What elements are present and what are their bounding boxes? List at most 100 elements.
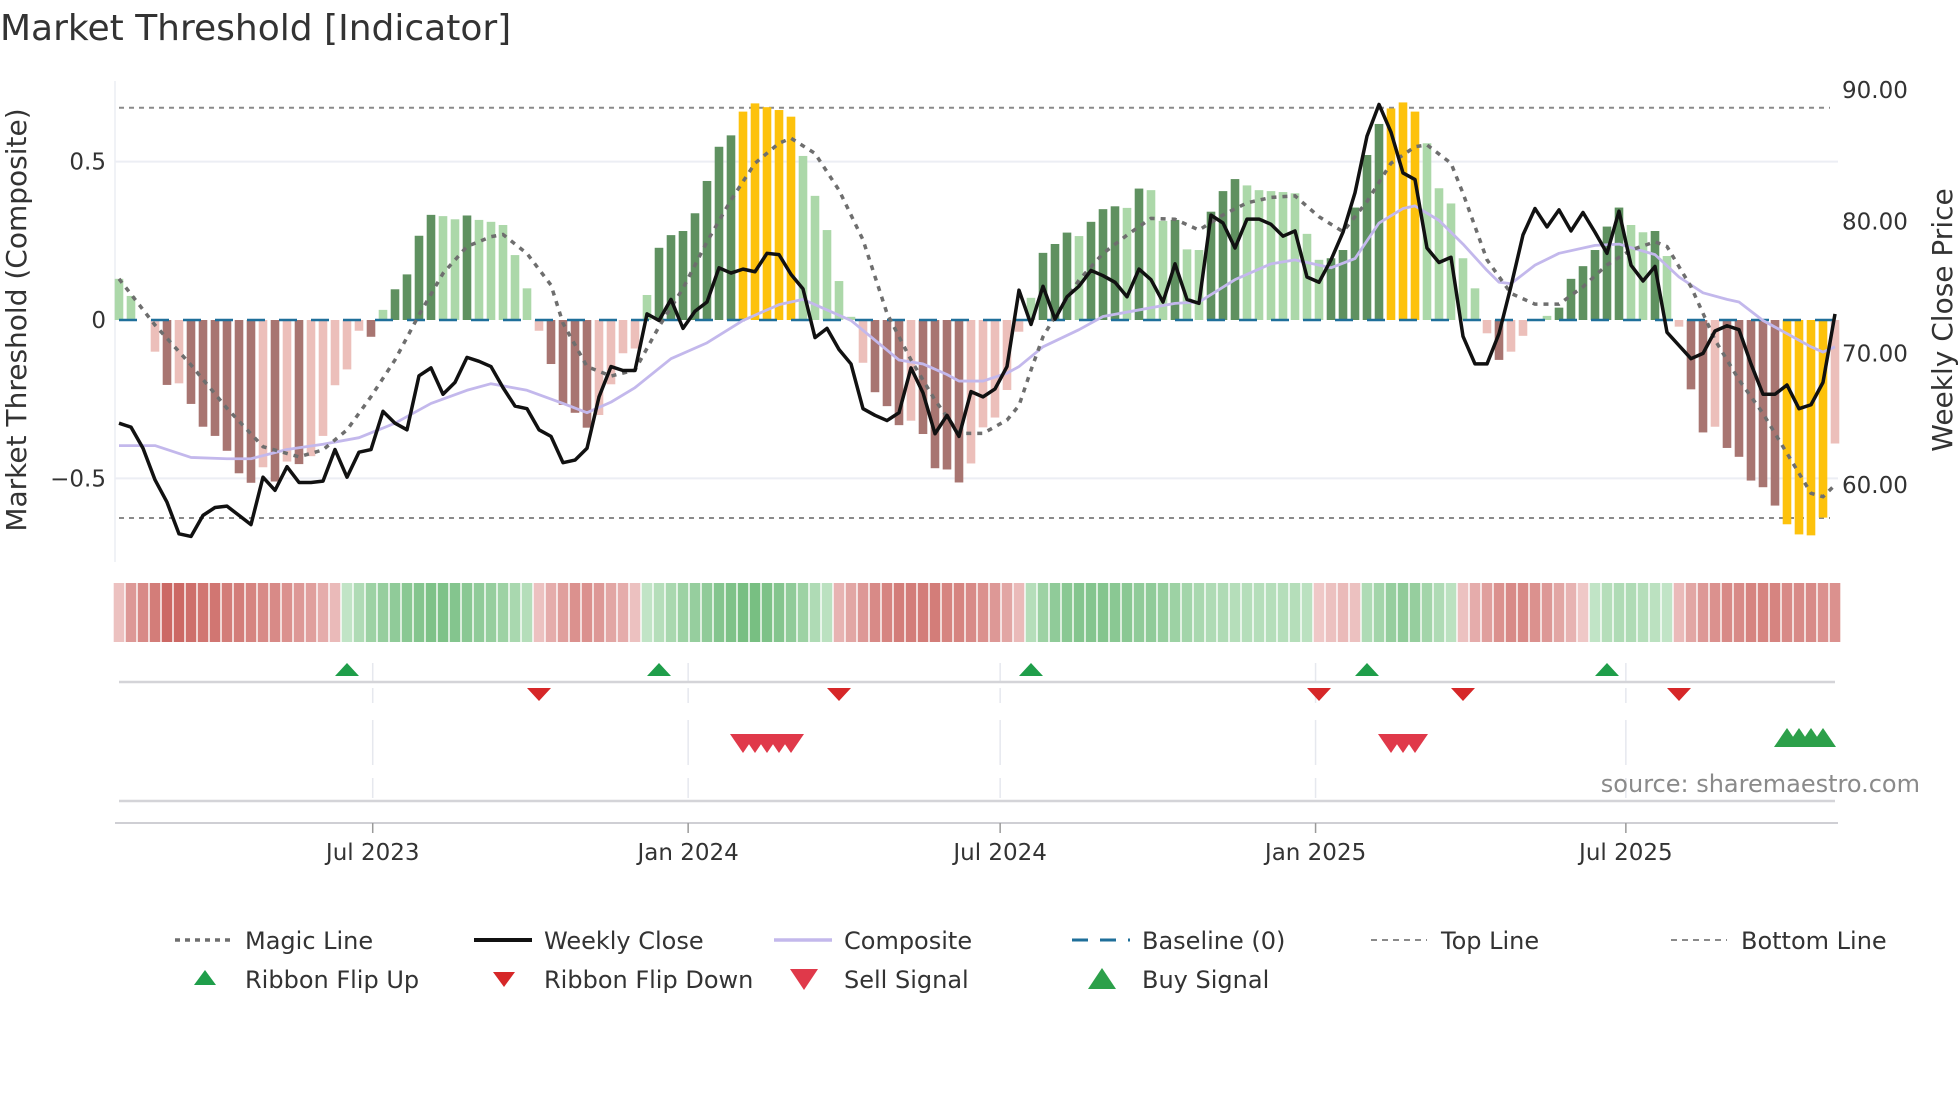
histogram-bar [606, 320, 616, 385]
histogram-bar [462, 215, 472, 320]
histogram-bar [858, 320, 868, 363]
x-tick-label: Jan 2024 [635, 840, 738, 866]
histogram-bar [930, 320, 940, 469]
ribbon-cell [497, 583, 509, 642]
histogram-bar [1242, 185, 1252, 320]
histogram-bar [654, 247, 664, 320]
flip-down-legend-icon [493, 972, 515, 987]
ribbon-cell [689, 583, 701, 642]
histogram-bar [534, 320, 544, 331]
histogram-bar [1146, 190, 1156, 320]
histogram-bar [822, 230, 832, 320]
magic-line [117, 136, 1837, 499]
ribbon-cell [545, 583, 557, 642]
histogram-bar [1338, 250, 1348, 320]
ribbon-cell [173, 583, 185, 642]
histogram-bar [1782, 320, 1792, 525]
histogram-bar [1722, 320, 1732, 448]
ribbon-cell [1625, 583, 1637, 642]
ribbon-cell [197, 583, 209, 642]
ribbon-cell [1073, 583, 1085, 642]
ribbon-cell [905, 583, 917, 642]
legend-item-sell: Sell Signal [790, 966, 969, 994]
ribbon-cell [1277, 583, 1289, 642]
ribbon-cell [953, 583, 965, 642]
flip-up-legend-icon [194, 970, 216, 985]
histogram-bar [162, 320, 172, 385]
legend-label: Composite [844, 927, 972, 955]
ribbon-cell [1121, 583, 1133, 642]
ribbon-cell [1001, 583, 1013, 642]
ribbon-cell [425, 583, 437, 642]
histogram-bar [294, 320, 304, 465]
y-tick-label-right: 80.00 [1842, 210, 1908, 236]
histogram-bar [510, 255, 520, 320]
series-lines [117, 102, 1837, 539]
ribbon-cell [329, 583, 341, 642]
ribbon-cell [365, 583, 377, 642]
ribbon-cell [1013, 583, 1025, 642]
source-credit: source: sharemaestro.com [1601, 770, 1920, 798]
legend-label: Bottom Line [1741, 927, 1887, 955]
ribbon-flip-up-marker [1355, 663, 1379, 676]
histogram-bar [1314, 259, 1324, 320]
histogram-bar [570, 320, 580, 413]
histogram-bar [1542, 315, 1552, 320]
ribbon-cell [1469, 583, 1481, 642]
histogram-bar [390, 289, 400, 320]
histogram-bar [234, 320, 244, 474]
ribbon-cell [1385, 583, 1397, 642]
ribbon-cell [521, 583, 533, 642]
histogram-bar [1326, 258, 1336, 320]
y-tick-label-right: 90.00 [1842, 78, 1908, 104]
histogram-bar [1794, 320, 1804, 535]
histogram-bar [1110, 206, 1120, 320]
histogram-bar [282, 320, 292, 462]
histogram-bar [1014, 320, 1024, 332]
ribbon-cell [257, 583, 269, 642]
ribbon-cell [1529, 583, 1541, 642]
histogram-bar [762, 107, 772, 320]
ribbon-cell [593, 583, 605, 642]
ribbon-cell [461, 583, 473, 642]
histogram-bar [1554, 307, 1564, 320]
legend-item-top: Top Line [1371, 927, 1539, 955]
buy-legend-icon [1088, 968, 1116, 989]
ribbon-cell [125, 583, 137, 642]
weekly-close-line [118, 102, 1837, 539]
ribbon-cell [533, 583, 545, 642]
y-tick-label-left: −0.5 [50, 466, 106, 492]
sell-signal-marker [1402, 734, 1428, 753]
histogram-bar [846, 316, 856, 320]
histogram-bar [1698, 320, 1708, 433]
ribbon-cell [1025, 583, 1037, 642]
ribbon-cell [221, 583, 233, 642]
x-tick-label: Jul 2024 [951, 840, 1047, 866]
histogram-bar [1470, 288, 1480, 320]
ribbon-cell [401, 583, 413, 642]
histogram-bar [1254, 190, 1264, 320]
histogram-bar [1218, 191, 1228, 320]
ribbon-cell [1649, 583, 1661, 642]
histogram-bar [630, 320, 640, 349]
x-tick-label: Jul 2025 [1577, 840, 1673, 866]
sell-signal-marker [778, 734, 804, 753]
ribbon-cell [233, 583, 245, 642]
ribbon-cell [1745, 583, 1757, 642]
histogram-bar [942, 320, 952, 470]
ribbon-cell [1253, 583, 1265, 642]
histogram-bar [1518, 320, 1528, 336]
histogram-bar [114, 278, 124, 320]
ribbon-cell [1301, 583, 1313, 642]
ribbon-cell [833, 583, 845, 642]
histogram-bar [774, 110, 784, 321]
histogram-bar [1818, 320, 1828, 518]
legend-item-buy: Buy Signal [1088, 966, 1269, 994]
ribbon-cell [1409, 583, 1421, 642]
histogram-bar [834, 281, 844, 320]
histogram-bar [186, 320, 196, 404]
ribbon-cell [929, 583, 941, 642]
ribbon-flip-up-marker [335, 663, 359, 676]
histogram-bar [1050, 243, 1060, 320]
ribbon-cell [1709, 583, 1721, 642]
